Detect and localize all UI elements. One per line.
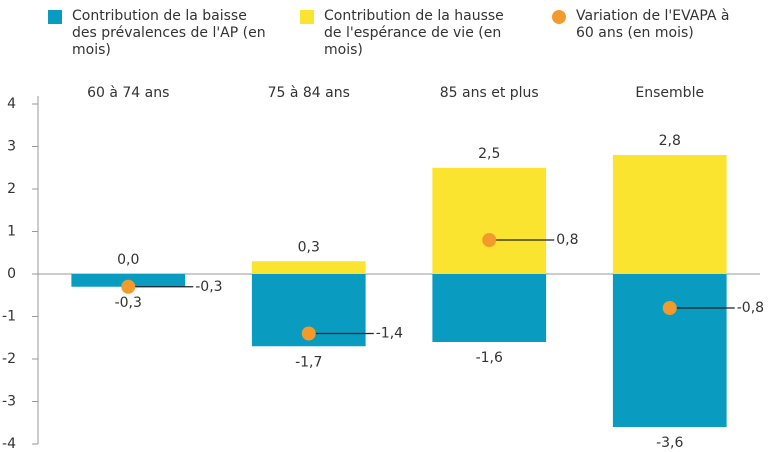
legend-label: Contribution de la baisse des prévalence… bbox=[72, 8, 266, 58]
y-tick-label: 4 bbox=[7, 96, 16, 112]
y-tick-label: -4 bbox=[2, 436, 16, 452]
value-label: -0,3 bbox=[115, 295, 142, 311]
x-tick-label: 60 à 74 ans bbox=[87, 85, 169, 101]
value-label: 2,5 bbox=[478, 146, 500, 162]
legend-label: Variation de l'EVAPA à 60 ans (en mois) bbox=[576, 8, 730, 41]
bar bbox=[432, 274, 547, 342]
value-label: -3,6 bbox=[656, 435, 683, 451]
value-label: -0,3 bbox=[195, 279, 222, 295]
legend-item: Contribution de la baisse des prévalence… bbox=[48, 8, 272, 59]
value-label: -0,8 bbox=[737, 300, 764, 316]
point bbox=[662, 301, 677, 315]
y-tick-label: -2 bbox=[2, 351, 16, 367]
value-label: 0,0 bbox=[117, 252, 139, 268]
legend-item: Contribution de la hausse de l'espérance… bbox=[300, 8, 524, 59]
x-tick-label: 75 à 84 ans bbox=[268, 85, 350, 101]
legend-swatch bbox=[300, 10, 314, 24]
value-label: -1,7 bbox=[295, 354, 322, 370]
point bbox=[301, 326, 316, 341]
y-tick-label: 1 bbox=[7, 224, 16, 240]
x-tick-label: Ensemble bbox=[635, 85, 704, 101]
value-label: -1,4 bbox=[376, 326, 403, 342]
legend-swatch bbox=[48, 10, 62, 24]
legend-item: Variation de l'EVAPA à 60 ans (en mois) bbox=[552, 8, 746, 42]
y-tick-label: 0 bbox=[7, 266, 16, 282]
legend: Contribution de la baisse des prévalence… bbox=[0, 0, 770, 80]
point bbox=[482, 233, 497, 247]
bar bbox=[612, 155, 727, 274]
point bbox=[121, 279, 136, 294]
x-tick-label: 85 ans et plus bbox=[440, 85, 539, 101]
value-label: 0,3 bbox=[298, 239, 320, 255]
value-label: 2,8 bbox=[659, 133, 681, 149]
bar bbox=[251, 261, 366, 274]
legend-swatch bbox=[552, 10, 566, 24]
y-tick-label: -1 bbox=[2, 309, 16, 325]
y-tick-label: 2 bbox=[7, 181, 16, 197]
value-label: -1,6 bbox=[476, 350, 503, 366]
bar bbox=[612, 274, 727, 427]
y-tick-label: 3 bbox=[7, 139, 16, 155]
bar bbox=[432, 167, 547, 274]
value-label: 0,8 bbox=[556, 232, 578, 248]
legend-label: Contribution de la hausse de l'espérance… bbox=[324, 8, 504, 58]
y-tick-label: -3 bbox=[2, 394, 16, 410]
